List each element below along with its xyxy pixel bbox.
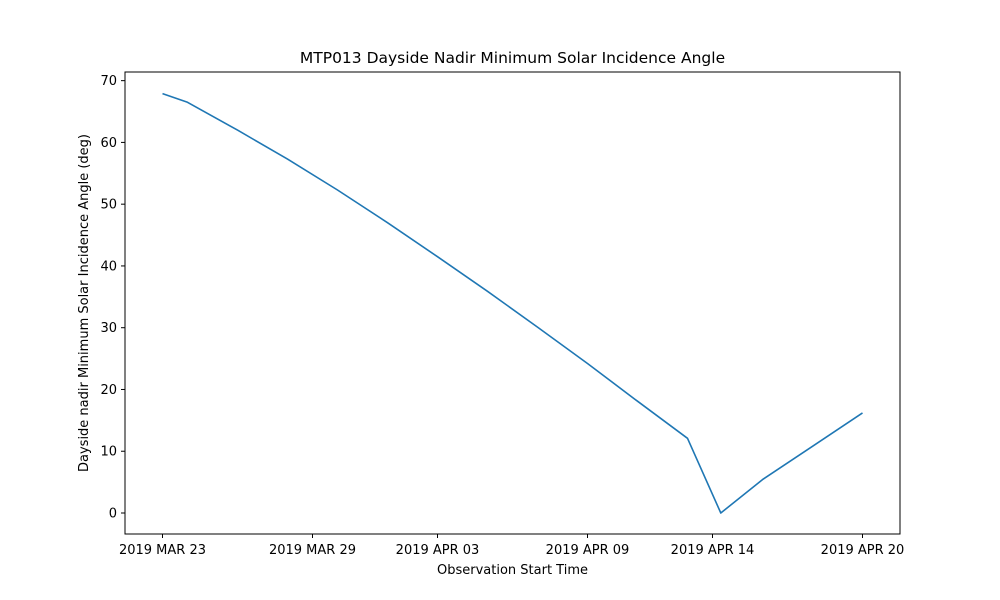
y-tick-label: 10 (100, 445, 117, 460)
y-tick-label: 40 (100, 259, 117, 274)
y-tick-label: 70 (100, 74, 117, 89)
y-tick-label: 20 (100, 383, 117, 398)
y-tick-label: 0 (109, 507, 117, 522)
x-tick-label: 2019 MAR 23 (119, 543, 206, 558)
x-axis-label: Observation Start Time (437, 563, 588, 578)
x-tick-label: 2019 APR 03 (396, 543, 480, 558)
plot-lines (162, 92, 863, 514)
x-tick-label: 2019 APR 20 (821, 543, 905, 558)
y-axis-ticks: 0 10 20 30 40 50 60 70 (100, 74, 125, 522)
x-axis-ticks: 2019 MAR 23 2019 MAR 29 2019 APR 03 2019 AP… (119, 534, 904, 558)
y-tick-label: 30 (100, 321, 117, 336)
x-tick-label: 2019 APR 14 (671, 543, 755, 558)
x-tick-label: 2019 APR 09 (546, 543, 630, 558)
y-tick-label: 50 (100, 198, 117, 213)
series-line-0 (162, 92, 863, 514)
y-tick-label: 60 (100, 136, 117, 151)
chart-title: MTP013 Dayside Nadir Minimum Solar Incid… (300, 49, 725, 67)
x-tick-label: 2019 MAR 29 (269, 543, 356, 558)
y-axis-label: Dayside nadir Minimum Solar Incidence An… (77, 134, 92, 472)
plot-area-frame (124, 71, 901, 535)
